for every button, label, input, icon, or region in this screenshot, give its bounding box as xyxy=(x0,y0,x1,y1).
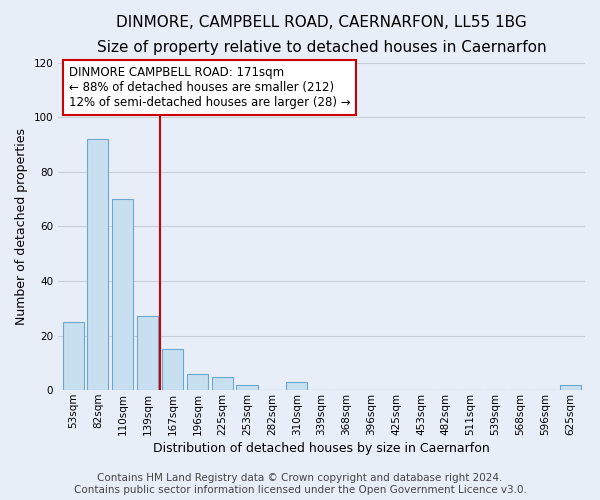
Bar xyxy=(88,139,109,390)
Bar xyxy=(560,384,581,390)
Bar xyxy=(162,349,183,390)
Bar xyxy=(137,316,158,390)
Bar xyxy=(236,384,257,390)
Text: DINMORE CAMPBELL ROAD: 171sqm
← 88% of detached houses are smaller (212)
12% of : DINMORE CAMPBELL ROAD: 171sqm ← 88% of d… xyxy=(69,66,350,109)
Bar xyxy=(112,199,133,390)
Text: Contains HM Land Registry data © Crown copyright and database right 2024.
Contai: Contains HM Land Registry data © Crown c… xyxy=(74,474,526,495)
Y-axis label: Number of detached properties: Number of detached properties xyxy=(15,128,28,325)
Title: DINMORE, CAMPBELL ROAD, CAERNARFON, LL55 1BG
Size of property relative to detach: DINMORE, CAMPBELL ROAD, CAERNARFON, LL55… xyxy=(97,15,547,54)
Bar xyxy=(286,382,307,390)
Bar xyxy=(212,376,233,390)
X-axis label: Distribution of detached houses by size in Caernarfon: Distribution of detached houses by size … xyxy=(153,442,490,455)
Bar xyxy=(187,374,208,390)
Bar xyxy=(62,322,83,390)
